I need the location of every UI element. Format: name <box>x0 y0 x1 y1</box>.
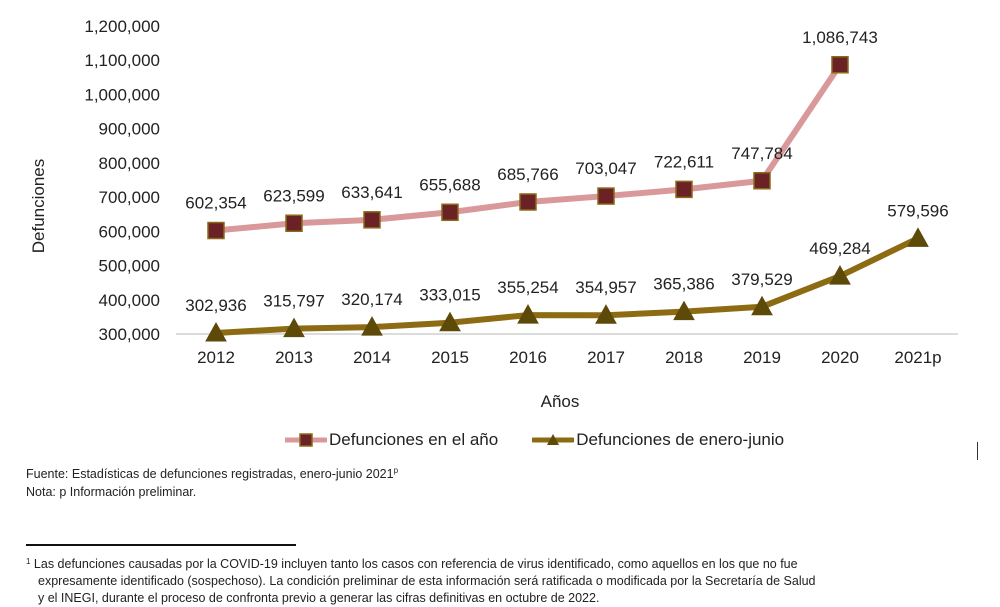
footnote-marker: 1 <box>26 557 31 566</box>
source-text: Fuente: Estadísticas de defunciones regi… <box>26 467 394 482</box>
legend-label-defunciones-en-el-ano: Defunciones en el año <box>329 430 499 449</box>
data-label: 623,599 <box>263 186 324 205</box>
legend-item-defunciones-enero-junio: Defunciones de enero-junio <box>532 430 784 450</box>
x-tick-label: 2021p <box>894 348 941 367</box>
footnote-line-2: expresamente identificado (sospechoso). … <box>38 574 816 588</box>
x-axis-title: Años <box>541 392 580 411</box>
triangle-marker <box>829 265 851 285</box>
data-label: 703,047 <box>575 159 636 178</box>
y-tick-label: 1,100,000 <box>84 51 160 70</box>
text-cursor-mark <box>977 442 978 460</box>
footnote-line-1: Las defunciones causadas por la COVID-19… <box>30 557 798 571</box>
x-tick-label: 2018 <box>665 348 703 367</box>
data-label: 579,596 <box>887 201 948 220</box>
data-label: 722,611 <box>654 152 714 171</box>
triangle-marker <box>907 227 929 247</box>
data-labels: 602,354 623,599 633,641 655,688 685,766 703,0… <box>185 28 948 315</box>
data-label: 315,797 <box>263 292 324 311</box>
data-label: 354,957 <box>575 278 636 297</box>
square-marker <box>753 172 771 190</box>
data-label: 302,936 <box>185 296 246 315</box>
data-label: 469,284 <box>809 239 870 258</box>
y-tick-label: 1,000,000 <box>84 85 160 104</box>
data-label: 685,766 <box>497 165 558 184</box>
x-tick-label: 2013 <box>275 348 313 367</box>
square-marker <box>207 221 225 240</box>
x-tick-label: 2016 <box>509 348 547 367</box>
square-marker <box>285 214 303 233</box>
footnote-line-3: y el INEGI, durante el proceso de confro… <box>38 591 600 605</box>
legend-triangle-marker-icon <box>532 434 575 445</box>
legend-label-defunciones-enero-junio: Defunciones de enero-junio <box>576 430 785 449</box>
triangle-marker <box>517 304 539 324</box>
y-tick-label: 700,000 <box>99 188 160 207</box>
triangle-marker <box>751 295 773 316</box>
source-note: Fuente: Estadísticas de defunciones regi… <box>26 462 398 483</box>
data-label: 355,254 <box>497 278 558 297</box>
y-tick-label: 400,000 <box>99 291 160 310</box>
y-axis-title: Defunciones <box>29 159 48 254</box>
triangle-marker <box>673 300 695 321</box>
y-tick-label: 300,000 <box>99 325 160 344</box>
triangle-marker <box>283 317 305 338</box>
data-label: 747,784 <box>731 144 792 163</box>
y-axis-ticks: 300,000 400,000 500,000 600,000 700,000 800,0… <box>84 17 160 344</box>
data-label: 365,386 <box>653 275 714 294</box>
data-label: 379,529 <box>731 270 792 289</box>
x-tick-label: 2020 <box>821 348 859 367</box>
square-marker <box>675 180 693 199</box>
square-marker <box>441 203 459 222</box>
triangle-marker <box>361 316 383 336</box>
y-tick-label: 800,000 <box>99 154 160 173</box>
triangle-marker <box>439 311 461 332</box>
series-markers <box>205 56 929 342</box>
data-label: 655,688 <box>419 175 480 194</box>
x-tick-label: 2017 <box>587 348 625 367</box>
square-marker <box>831 56 849 74</box>
data-label: 633,641 <box>341 183 402 202</box>
y-tick-label: 500,000 <box>99 257 160 276</box>
preliminary-note: Nota: p Información preliminar. <box>26 485 197 500</box>
square-marker <box>597 187 615 205</box>
y-tick-label: 900,000 <box>99 120 160 139</box>
data-label: 320,174 <box>341 290 402 309</box>
source-superscript: p <box>393 466 399 475</box>
x-tick-label: 2012 <box>197 348 235 367</box>
data-label: 333,015 <box>419 286 480 305</box>
x-tick-label: 2019 <box>743 348 781 367</box>
data-label: 1,086,743 <box>802 28 878 47</box>
triangle-marker <box>595 304 617 324</box>
x-tick-label: 2015 <box>431 348 469 367</box>
square-marker <box>363 211 381 229</box>
y-tick-label: 1,200,000 <box>84 17 160 36</box>
data-label: 602,354 <box>185 194 246 213</box>
y-tick-label: 600,000 <box>99 222 160 241</box>
legend: Defunciones en el año Defunciones de ene… <box>285 428 818 452</box>
triangle-marker <box>205 321 227 342</box>
x-axis-ticks: 2012 2013 2014 2015 2016 2017 2018 2019 2020 2021… <box>197 348 942 367</box>
footnote: 1 Las defunciones causadas por la COVID-… <box>26 553 991 607</box>
legend-square-marker-icon <box>285 433 327 447</box>
series-line-defunciones-enero-junio <box>215 235 920 336</box>
x-tick-label: 2014 <box>353 348 391 367</box>
line-chart: 300,000 400,000 500,000 600,000 700,000 800,0… <box>29 17 958 411</box>
footnote-divider <box>26 544 296 546</box>
chart-notes: Fuente: Estadísticas de defunciones regi… <box>26 462 398 501</box>
square-marker <box>519 193 537 211</box>
legend-item-defunciones-en-el-ano: Defunciones en el año <box>285 430 498 450</box>
